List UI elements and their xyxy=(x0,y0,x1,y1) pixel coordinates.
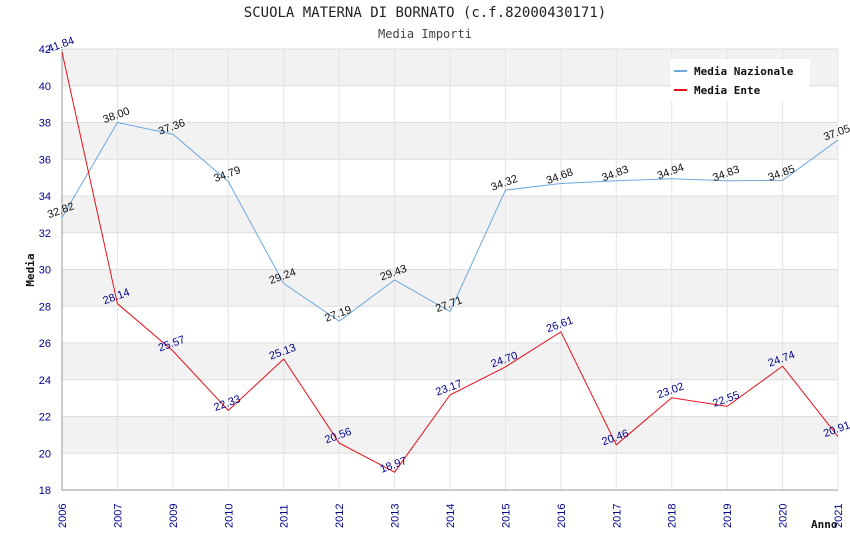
y-tick-label: 30 xyxy=(39,265,51,277)
y-tick-label: 32 xyxy=(39,228,51,240)
y-tick-label: 26 xyxy=(39,338,51,350)
x-tick-label: 2019 xyxy=(722,504,734,528)
series-line-media-ente xyxy=(61,51,839,473)
x-tick-label: 2013 xyxy=(390,504,402,528)
x-tick-label: 2012 xyxy=(334,504,346,528)
x-tick-label: 2018 xyxy=(667,504,679,528)
legend-box xyxy=(670,59,810,101)
y-tick-label: 42 xyxy=(39,44,51,56)
chart-subtitle: Media Importi xyxy=(378,27,472,41)
x-tick-label: 2006 xyxy=(57,504,69,528)
x-tick-label: 2014 xyxy=(445,504,457,528)
y-tick-label: 40 xyxy=(39,81,51,93)
y-tick-label: 28 xyxy=(39,301,51,313)
y-tick-label: 24 xyxy=(39,375,51,387)
x-tick-label: 2020 xyxy=(778,504,790,528)
x-tick-label: 2021 xyxy=(833,504,845,528)
x-tick-label: 2016 xyxy=(556,504,568,528)
legend-label: Media Nazionale xyxy=(694,65,794,78)
data-label: 22.55 xyxy=(711,389,741,410)
data-label: 27.19 xyxy=(323,304,353,325)
y-tick-label: 22 xyxy=(39,412,51,424)
x-tick-label: 2009 xyxy=(168,504,180,528)
data-label: 18.97 xyxy=(379,455,409,476)
data-label: 23.17 xyxy=(434,378,464,399)
x-tick-label: 2015 xyxy=(500,504,512,528)
y-tick-label: 38 xyxy=(39,118,51,130)
y-tick-label: 20 xyxy=(39,448,51,460)
series-line-media-nazionale xyxy=(61,121,839,322)
y-axis-title: Media xyxy=(24,253,37,286)
y-tick-label: 36 xyxy=(39,154,51,166)
data-label: 34.79 xyxy=(212,164,242,185)
x-tick-label: 2007 xyxy=(112,504,124,528)
data-label: 34.32 xyxy=(489,173,519,194)
x-tick-label: 2011 xyxy=(279,504,291,528)
x-tick-label: 2017 xyxy=(611,504,623,528)
x-axis-title: Anno xyxy=(811,518,838,531)
legend-label: Media Ente xyxy=(694,84,761,97)
y-tick-label: 18 xyxy=(39,485,51,497)
y-tick-label: 34 xyxy=(39,191,51,203)
x-tick-label: 2010 xyxy=(223,504,235,528)
legend: Media Nazionale Media Ente xyxy=(670,59,810,101)
data-label: 22.33 xyxy=(212,393,242,414)
chart-title: SCUOLA MATERNA DI BORNATO (c.f.820004301… xyxy=(243,5,607,21)
